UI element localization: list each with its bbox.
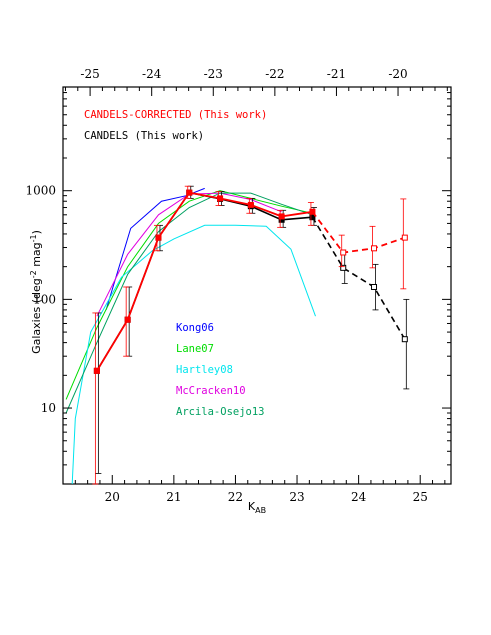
top-tick-label: -25 xyxy=(80,67,99,81)
legend-entry-arcila-osejo13: Arcila-Osejo13 xyxy=(176,406,265,418)
data-point-candels-corrected-this-work- xyxy=(278,213,285,220)
literature-curves xyxy=(65,187,316,485)
data-point-candels-this-work- xyxy=(401,336,408,343)
plot-frame xyxy=(62,86,452,485)
x-axis-label: KAB xyxy=(248,500,266,515)
x-tick-label: 20 xyxy=(105,490,120,504)
data-point-candels-this-work- xyxy=(371,283,378,290)
data-point-candels-corrected-this-work- xyxy=(340,249,347,256)
top-tick-label: -20 xyxy=(388,67,407,81)
y-tick-label: 100 xyxy=(33,292,56,306)
x-tick-label: 21 xyxy=(166,490,181,504)
legend-mid: Kong06 Lane07 Hartley08 McCracken10 Arci… xyxy=(176,322,265,418)
series-line-arcila-osejo13 xyxy=(65,192,313,414)
axis-ticks: 20 21 22 23 24 25 -25 -24 -23 -22 -21 -20 10 100 1000 xyxy=(25,67,451,504)
data-point-candels-corrected-this-work- xyxy=(186,189,193,196)
top-tick-label: -21 xyxy=(327,67,346,81)
x-tick-label: 25 xyxy=(413,490,428,504)
data-point-candels-corrected-this-work- xyxy=(155,234,162,241)
data-point-candels-corrected-this-work- xyxy=(401,234,408,241)
data-point-candels-this-work- xyxy=(340,264,347,271)
top-tick-label: -23 xyxy=(204,67,223,81)
series-line-dashed-candels-corrected-this-work- xyxy=(311,211,406,254)
candels-points xyxy=(92,185,410,485)
x-tick-label: 22 xyxy=(228,490,243,504)
data-point-candels-corrected-this-work- xyxy=(217,195,224,202)
data-point-candels-corrected-this-work- xyxy=(371,245,378,252)
data-point-candels-corrected-this-work- xyxy=(93,367,100,374)
data-point-candels-corrected-this-work- xyxy=(124,316,131,323)
x-tick-label: 24 xyxy=(351,490,367,504)
data-point-candels-corrected-this-work- xyxy=(309,208,316,215)
legend-top: CANDELS-CORRECTED (This work) CANDELS (T… xyxy=(84,109,267,142)
y-axis-label: Galaxies (deg-2 mag-1) xyxy=(29,230,43,354)
legend-entry-hartley08: Hartley08 xyxy=(176,364,233,376)
legend-entry-lane07: Lane07 xyxy=(176,343,214,355)
y-tick-label: 1000 xyxy=(25,184,56,198)
plot-frame-rect xyxy=(62,86,452,485)
series-line-candels-corrected-this-work- xyxy=(96,191,313,372)
x-tick-label: 23 xyxy=(289,490,304,504)
series-line-hartley08 xyxy=(71,224,316,485)
series-line-dashed-candels-this-work- xyxy=(311,216,406,340)
y-tick-label: 10 xyxy=(41,401,56,415)
top-tick-label: -24 xyxy=(142,67,162,81)
top-tick-label: -22 xyxy=(265,67,284,81)
legend-entry-candels: CANDELS (This work) xyxy=(84,130,204,142)
series-line-mccracken10 xyxy=(96,192,282,317)
legend-entry-mccracken10: McCracken10 xyxy=(176,385,246,397)
legend-entry-kong06: Kong06 xyxy=(176,322,214,334)
series-line-lane07 xyxy=(65,190,313,400)
legend-entry-candels-corrected: CANDELS-CORRECTED (This work) xyxy=(84,109,267,121)
data-point-candels-corrected-this-work- xyxy=(247,201,254,208)
